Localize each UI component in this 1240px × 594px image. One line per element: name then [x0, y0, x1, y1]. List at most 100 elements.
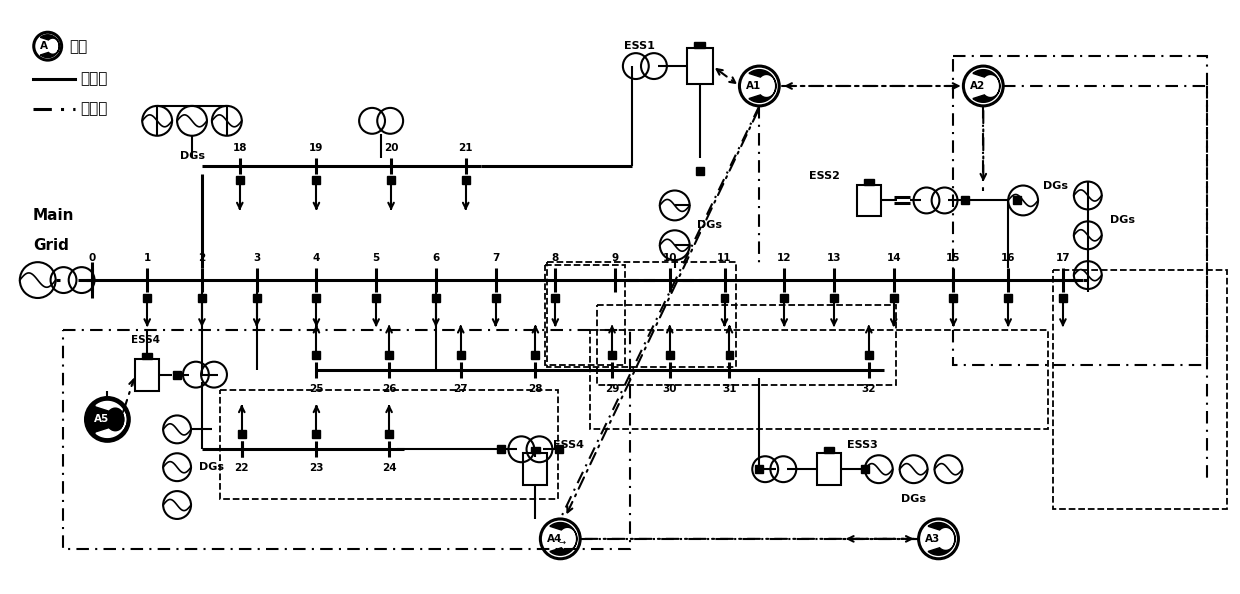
Bar [523, 453, 547, 485]
Text: →: → [559, 538, 565, 546]
Text: 30: 30 [662, 384, 677, 394]
Text: A3: A3 [925, 534, 941, 544]
Bar [546, 265, 625, 365]
Text: 13: 13 [827, 253, 841, 263]
Text: 22: 22 [234, 463, 249, 473]
Bar [253, 294, 260, 302]
Bar [62, 330, 630, 549]
Text: 7: 7 [492, 253, 500, 263]
Text: DGs: DGs [697, 220, 722, 230]
Bar [825, 447, 833, 453]
Text: A4: A4 [547, 534, 563, 544]
Bar [312, 176, 320, 184]
Bar [219, 390, 558, 499]
Bar [830, 294, 838, 302]
Text: 12: 12 [777, 253, 791, 263]
Text: 通信线: 通信线 [81, 102, 108, 116]
Text: 26: 26 [382, 384, 397, 394]
Bar [720, 294, 728, 302]
Text: 代理: 代理 [69, 39, 88, 53]
Bar [861, 465, 869, 473]
Bar [725, 350, 734, 359]
Bar [694, 42, 704, 48]
Bar [954, 56, 1208, 365]
Text: A1: A1 [746, 81, 761, 91]
Text: 8: 8 [552, 253, 559, 263]
Polygon shape [95, 402, 125, 437]
Text: 15: 15 [946, 253, 961, 263]
Polygon shape [41, 35, 60, 58]
Bar [598, 305, 895, 384]
Circle shape [739, 66, 779, 106]
Bar [461, 176, 470, 184]
Text: 2: 2 [198, 253, 206, 263]
Polygon shape [928, 523, 955, 555]
Bar [755, 465, 764, 473]
Text: 11: 11 [717, 253, 732, 263]
Text: 25: 25 [309, 384, 324, 394]
Bar [1004, 294, 1012, 302]
Text: ESS1: ESS1 [625, 41, 656, 51]
Bar [864, 350, 873, 359]
Bar [456, 350, 465, 359]
Text: 9: 9 [611, 253, 619, 263]
Text: 17: 17 [1055, 253, 1070, 263]
Circle shape [919, 519, 959, 559]
Bar [817, 453, 841, 485]
Bar [780, 294, 789, 302]
Bar [387, 176, 396, 184]
Text: 20: 20 [384, 143, 398, 153]
Bar [556, 446, 563, 453]
Bar [696, 166, 703, 175]
Bar [496, 446, 505, 453]
Bar [1059, 294, 1066, 302]
Text: DGs: DGs [1043, 181, 1068, 191]
Bar [386, 350, 393, 359]
Bar [238, 431, 246, 438]
Text: ESS4: ESS4 [130, 335, 160, 345]
Bar [608, 350, 616, 359]
Text: 14: 14 [887, 253, 901, 263]
Bar [890, 294, 898, 302]
Bar [312, 431, 320, 438]
Bar [386, 431, 393, 438]
Text: 电力线: 电力线 [81, 71, 108, 87]
Text: 27: 27 [454, 384, 467, 394]
Text: 18: 18 [233, 143, 247, 153]
Text: ESS2: ESS2 [808, 170, 839, 181]
Text: 24: 24 [382, 463, 397, 473]
Text: 0: 0 [89, 253, 97, 263]
Bar [532, 350, 539, 359]
Bar [432, 294, 440, 302]
Text: 21: 21 [459, 143, 472, 153]
Text: 28: 28 [528, 384, 543, 394]
Text: 31: 31 [722, 384, 737, 394]
Text: Main: Main [32, 208, 74, 223]
Bar [531, 447, 541, 453]
Text: ESS3: ESS3 [847, 440, 878, 450]
Bar [590, 330, 1048, 429]
Text: DGs: DGs [180, 151, 205, 161]
Text: 5: 5 [372, 253, 379, 263]
Bar [950, 294, 957, 302]
Text: DGs: DGs [198, 462, 224, 472]
Circle shape [86, 397, 129, 441]
Text: DGs: DGs [1110, 216, 1135, 225]
Text: 16: 16 [1001, 253, 1016, 263]
Text: 19: 19 [309, 143, 324, 153]
Bar [135, 359, 159, 391]
Bar [857, 185, 880, 216]
Text: Grid: Grid [32, 238, 68, 252]
Text: 4: 4 [312, 253, 320, 263]
Bar [143, 353, 153, 359]
Bar [687, 48, 713, 84]
Text: A: A [40, 41, 48, 51]
Text: ESS4: ESS4 [553, 440, 584, 450]
Bar [174, 371, 181, 378]
Bar [372, 294, 381, 302]
Text: 23: 23 [309, 463, 324, 473]
Bar [198, 294, 206, 302]
Text: 6: 6 [433, 253, 439, 263]
Text: 10: 10 [662, 253, 677, 263]
Polygon shape [749, 69, 776, 102]
